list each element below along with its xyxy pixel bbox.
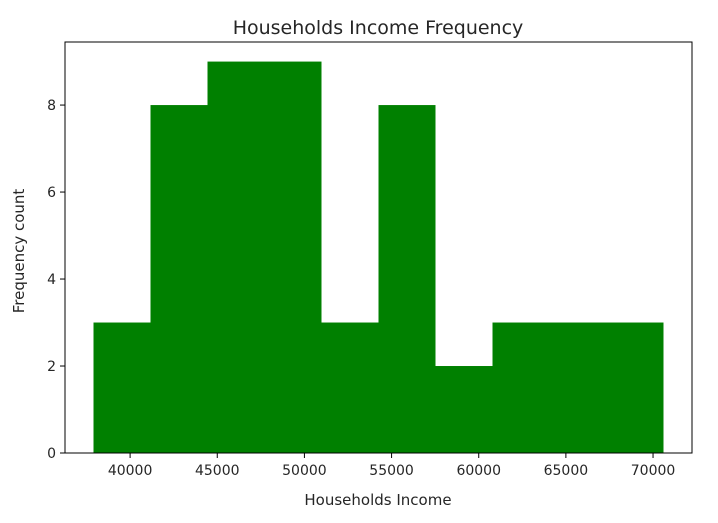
y-tick-label: 0 — [47, 446, 56, 462]
y-tick-label: 8 — [47, 98, 56, 114]
x-tick-label: 55000 — [369, 463, 414, 479]
histogram-bar-1 — [93, 322, 151, 453]
x-tick-label: 60000 — [456, 463, 501, 479]
histogram-bar-2 — [150, 105, 208, 454]
histogram-bar-8 — [492, 322, 550, 453]
x-axis: 40000 45000 50000 55000 60000 65000 70000 — [108, 453, 675, 479]
histogram-bar-9 — [549, 322, 607, 453]
x-tick-label: 50000 — [282, 463, 327, 479]
histogram-bar-3 — [207, 61, 265, 453]
histogram-bar-5 — [321, 322, 379, 453]
y-axis: 0 2 4 6 8 — [47, 98, 65, 462]
histogram-bar-4 — [264, 61, 322, 453]
y-tick-label: 6 — [47, 185, 56, 201]
y-tick-label: 2 — [47, 359, 56, 375]
histogram-bar-10 — [606, 322, 664, 453]
chart-title: Households Income Frequency — [233, 17, 524, 39]
bars-layer — [93, 61, 664, 454]
y-tick-label: 4 — [47, 272, 56, 288]
histogram-bar-7 — [435, 366, 493, 453]
y-axis-label: Frequency count — [10, 189, 28, 314]
x-tick-label: 65000 — [544, 463, 589, 479]
plot-frame — [64, 41, 693, 454]
histogram-bar-6 — [378, 105, 436, 454]
x-tick-label: 45000 — [195, 463, 240, 479]
x-tick-label: 40000 — [108, 463, 153, 479]
x-tick-label: 70000 — [631, 463, 676, 479]
x-axis-label: Households Income — [304, 491, 451, 509]
